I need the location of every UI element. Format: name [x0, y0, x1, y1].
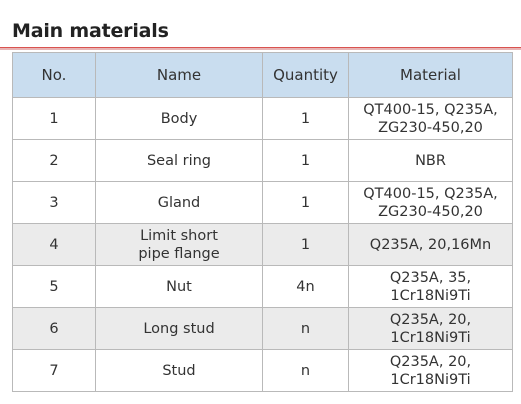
table-cell: 2 [12, 139, 96, 182]
title-rule [0, 47, 521, 48]
cell-line: 1Cr18Ni9Ti [390, 371, 471, 388]
cell-line: ZG230-450,20 [378, 119, 483, 136]
table-cell: Q235A, 20, 1Cr18Ni9Ti [348, 307, 513, 350]
table-cell: 1 [262, 97, 349, 140]
table-row: 5 Nut 4n Q235A, 35, 1Cr18Ni9Ti [12, 265, 513, 308]
table-cell: 4 [12, 223, 96, 266]
table-cell: n [262, 349, 349, 392]
title-rule-shadow [0, 48, 521, 50]
table-cell: n [262, 307, 349, 350]
cell-line: Q235A, 35, [389, 269, 472, 286]
table-cell: Body [95, 97, 263, 140]
cell-line: Limit short [140, 227, 218, 244]
table-row: 7 Stud n Q235A, 20, 1Cr18Ni9Ti [12, 349, 513, 392]
materials-table: No. Name Quantity Material 1 Body 1 QT400-15, … [12, 52, 513, 392]
table-cell: 7 [12, 349, 96, 392]
table-cell: 4n [262, 265, 349, 308]
cell-line: 1Cr18Ni9Ti [390, 329, 471, 346]
table-cell: Limit short pipe flange [95, 223, 263, 266]
table-cell: Long stud [95, 307, 263, 350]
header-row: No. Name Quantity Material [12, 52, 513, 98]
table-row: 1 Body 1 QT400-15, Q235A, ZG230-450,20 [12, 97, 513, 140]
table-cell: 6 [12, 307, 96, 350]
table-cell: Seal ring [95, 139, 263, 182]
header-cell: Name [95, 52, 263, 98]
table-cell: 1 [12, 97, 96, 140]
table-cell: NBR [348, 139, 513, 182]
table-cell: QT400-15, Q235A, ZG230-450,20 [348, 181, 513, 224]
cell-line: QT400-15, Q235A, [363, 185, 498, 202]
table-cell: Q235A, 20, 1Cr18Ni9Ti [348, 349, 513, 392]
table-cell: Stud [95, 349, 263, 392]
header-cell: Quantity [262, 52, 349, 98]
cell-line: Q235A, 20, [389, 311, 472, 328]
table-cell: Q235A, 35, 1Cr18Ni9Ti [348, 265, 513, 308]
table-cell: 1 [262, 223, 349, 266]
cell-line: Q235A, 20, [389, 353, 472, 370]
table-cell: Gland [95, 181, 263, 224]
header-cell: No. [12, 52, 96, 98]
table-row: 3 Gland 1 QT400-15, Q235A, ZG230-450,20 [12, 181, 513, 224]
table-cell: 1 [262, 181, 349, 224]
table-body: 1 Body 1 QT400-15, Q235A, ZG230-450,20 2 Seal … [12, 97, 513, 392]
cell-line: pipe flange [138, 245, 220, 262]
table-row: 6 Long stud n Q235A, 20, 1Cr18Ni9Ti [12, 307, 513, 350]
table-cell: Q235A, 20,16Mn [348, 223, 513, 266]
table-row: 2 Seal ring 1 NBR [12, 139, 513, 182]
table-cell: Nut [95, 265, 263, 308]
table-cell: 5 [12, 265, 96, 308]
header-cell: Material [348, 52, 513, 98]
cell-line: 1Cr18Ni9Ti [390, 287, 471, 304]
table-cell: 1 [262, 139, 349, 182]
section-title: Main materials [12, 20, 169, 42]
table-row: 4 Limit short pipe flange 1 Q235A, 20,16Mn [12, 223, 513, 266]
table-cell: QT400-15, Q235A, ZG230-450,20 [348, 97, 513, 140]
cell-line: QT400-15, Q235A, [363, 101, 498, 118]
cell-line: ZG230-450,20 [378, 203, 483, 220]
table-cell: 3 [12, 181, 96, 224]
